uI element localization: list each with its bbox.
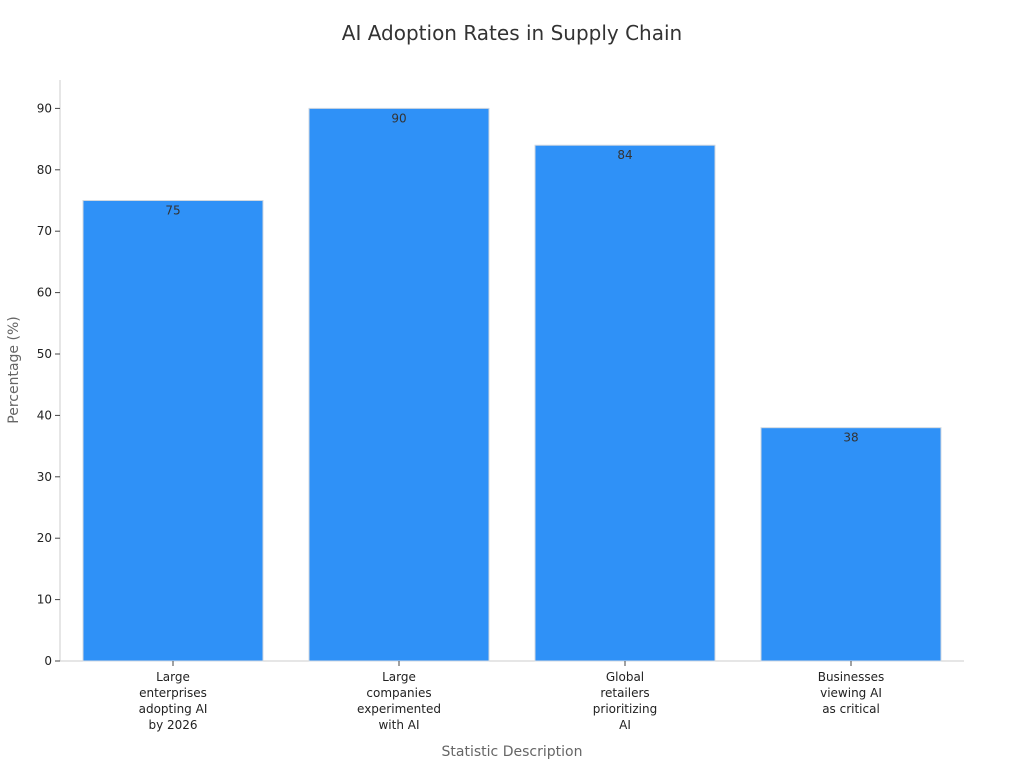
bar-value-label: 38 <box>843 431 858 445</box>
bars: 75 90 84 38 <box>82 107 942 666</box>
y-tick-label: 80 <box>37 163 52 177</box>
x-tick-label: Large companies experimented with AI <box>357 670 441 732</box>
bar <box>760 427 942 662</box>
y-tick-label: 0 <box>44 654 52 668</box>
y-tick-label: 90 <box>37 101 52 115</box>
x-tick-label: Large enterprises adopting AI by 2026 <box>139 670 208 732</box>
category-labels: Large enterprises adopting AI by 2026 Large c… <box>139 670 885 732</box>
y-axis-label: Percentage (%) <box>6 316 22 423</box>
y-tick-label: 50 <box>37 347 52 361</box>
y-tick-label: 10 <box>37 593 52 607</box>
y-tick-label: 70 <box>37 224 52 238</box>
x-tick-label: Global retailers prioritizing AI <box>593 670 657 732</box>
y-ticks: 0 10 20 30 40 50 60 70 80 90 <box>37 101 60 668</box>
bar <box>82 200 264 662</box>
y-tick-label: 60 <box>37 286 52 300</box>
chart-title: AI Adoption Rates in Supply Chain <box>342 21 682 45</box>
bar <box>308 107 490 662</box>
bar-value-label: 90 <box>391 111 406 125</box>
bar-value-label: 75 <box>165 204 180 218</box>
x-axis-label: Statistic Description <box>442 744 583 760</box>
bar <box>534 144 716 662</box>
y-tick-label: 30 <box>37 470 52 484</box>
y-tick-label: 20 <box>37 531 52 545</box>
x-tick-label: Businesses viewing AI as critical <box>818 670 885 716</box>
bar-value-label: 84 <box>617 148 632 162</box>
y-tick-label: 40 <box>37 408 52 422</box>
